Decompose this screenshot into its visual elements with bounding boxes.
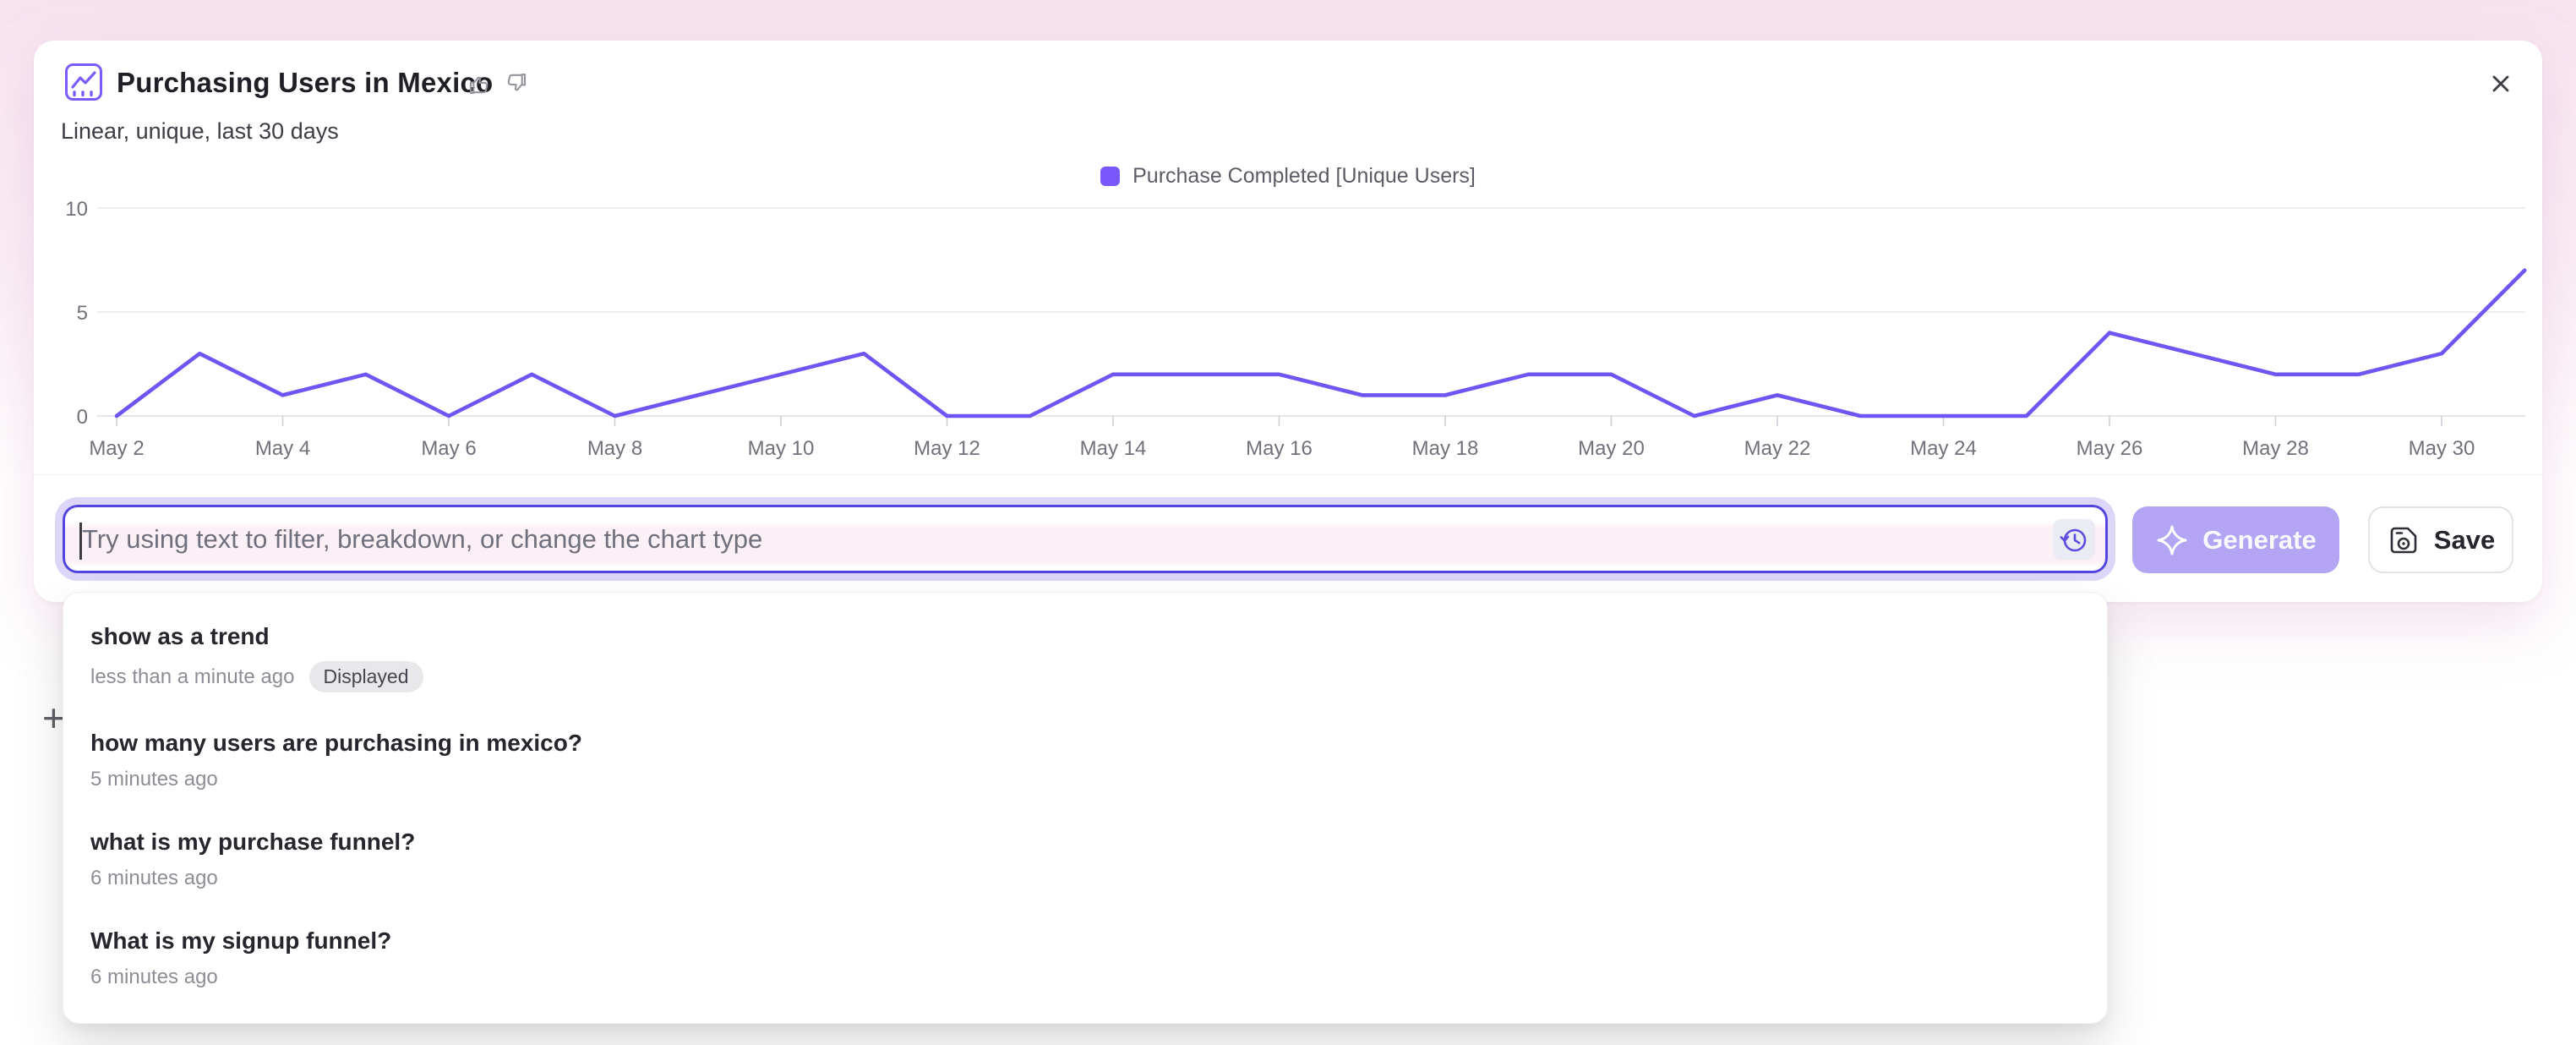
x-axis-label: May 16: [1246, 437, 1313, 460]
history-timestamp: 6 minutes ago: [90, 966, 218, 988]
sparkle-icon: [2157, 525, 2187, 555]
history-query: What is my signup funnel?: [90, 927, 392, 954]
x-axis-label: May 4: [255, 437, 310, 460]
x-axis-label: May 20: [1578, 437, 1645, 460]
x-axis-label: May 18: [1412, 437, 1479, 460]
history-query: what is my purchase funnel?: [90, 829, 416, 855]
x-axis-label: May 26: [2077, 437, 2143, 460]
y-axis-label: 10: [65, 198, 88, 221]
chart-line: [114, 268, 2527, 419]
history-timestamp: less than a minute ago: [90, 665, 295, 688]
thumbs-down-icon[interactable]: [504, 71, 529, 96]
x-axis-label: May 30: [2409, 437, 2475, 460]
legend-swatch: [1100, 167, 1121, 186]
generate-button[interactable]: Generate: [2132, 506, 2339, 573]
history-timestamp: 6 minutes ago: [90, 867, 218, 889]
x-axis-label: May 10: [748, 437, 815, 460]
x-axis-label: May 24: [1910, 437, 1977, 460]
legend-label: Purchase Completed [Unique Users]: [1132, 164, 1476, 188]
y-axis-label: 5: [77, 302, 88, 325]
history-item[interactable]: how many users are purchasing in mexico?…: [63, 711, 2107, 810]
history-dropdown: show as a trend less than a minute ago D…: [63, 592, 2108, 1024]
history-query: show as a trend: [90, 623, 270, 649]
chart-subtitle: Linear, unique, last 30 days: [61, 118, 339, 144]
x-axis-label: May 12: [914, 437, 980, 460]
x-axis-label: May 28: [2242, 437, 2309, 460]
ai-prompt-container: [63, 505, 2108, 573]
save-label: Save: [2433, 524, 2496, 555]
text-caret: [79, 522, 82, 560]
page-title: Purchasing Users in Mexico: [117, 67, 494, 98]
x-axis-label: May 22: [1744, 437, 1811, 460]
line-chart-icon: [65, 63, 102, 101]
generate-label: Generate: [2202, 524, 2317, 555]
save-icon: [2390, 527, 2417, 553]
history-button[interactable]: [2053, 519, 2095, 560]
thumbs-up-icon[interactable]: [467, 71, 492, 96]
history-item[interactable]: What is my signup funnel? 6 minutes ago: [63, 909, 2107, 1008]
history-item[interactable]: what is my purchase funnel? 6 minutes ag…: [63, 810, 2107, 909]
displayed-badge: Displayed: [308, 661, 423, 692]
trend-chart: 0 5 10 May 2 May 4 May 6 May 8 May 10 May 12 May …: [65, 198, 2527, 460]
x-axis-label: May 2: [89, 437, 144, 460]
ai-prompt-input[interactable]: [82, 507, 2026, 571]
chart-legend[interactable]: Purchase Completed [Unique Users]: [34, 164, 2542, 189]
insight-card: Purchasing Users in Mexico Linear, uniqu…: [34, 41, 2542, 602]
history-clock-icon: [2060, 528, 2087, 552]
history-query: how many users are purchasing in mexico?: [90, 730, 582, 756]
x-axis-label: May 14: [1080, 437, 1147, 460]
background-plus-button[interactable]: +: [42, 696, 65, 740]
section-divider: [34, 474, 2542, 475]
close-icon[interactable]: [2486, 69, 2515, 98]
x-axis-label: May 8: [587, 437, 642, 460]
y-axis-label: 0: [77, 406, 88, 429]
history-item[interactable]: show as a trend less than a minute ago D…: [63, 605, 2107, 711]
save-button[interactable]: Save: [2368, 506, 2513, 573]
history-timestamp: 5 minutes ago: [90, 768, 218, 791]
x-axis-label: May 6: [421, 437, 476, 460]
